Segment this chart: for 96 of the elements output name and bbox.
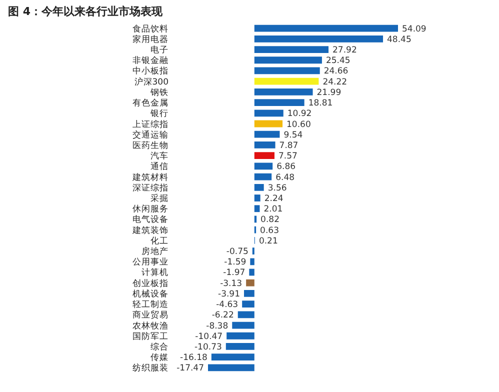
y-tick-label: 化工: [150, 235, 168, 246]
bar: [254, 67, 320, 74]
data-label: 0.63: [260, 226, 279, 236]
bar: [208, 364, 254, 372]
data-label: 24.22: [322, 77, 348, 88]
bar: [254, 99, 304, 106]
y-tick-label: 电气设备: [132, 214, 168, 226]
bar: [254, 152, 274, 160]
y-tick-label: 家用电器: [132, 34, 168, 45]
bar: [254, 173, 272, 180]
y-tick-label: 计算机: [142, 267, 168, 278]
y-tick-label: 建筑装饰: [132, 224, 168, 236]
bar: [249, 268, 254, 276]
data-label: -1.97: [223, 268, 246, 278]
bar: [244, 290, 254, 297]
data-label: 3.56: [268, 183, 287, 194]
y-tick-label: 公用事业: [132, 256, 168, 268]
data-label: -10.73: [194, 342, 222, 352]
data-label: -17.47: [176, 364, 204, 374]
bar: [254, 78, 319, 85]
data-label: 0.21: [258, 236, 278, 246]
data-label: 27.92: [332, 46, 357, 56]
y-tick-label: 上证综指: [132, 118, 168, 130]
y-tick-label: 中小板指: [132, 66, 168, 77]
data-label: 0.82: [260, 215, 280, 226]
data-label: 48.45: [387, 34, 412, 45]
y-tick-label: 轻工制造: [132, 299, 168, 310]
data-label: -4.63: [216, 300, 238, 310]
bar: [254, 56, 322, 64]
bar: [254, 194, 260, 202]
bar: [226, 343, 254, 350]
y-tick-label: 交通运输: [132, 129, 168, 140]
bar: [254, 88, 313, 96]
data-label: 7.57: [278, 152, 298, 162]
bar: [254, 205, 260, 212]
data-label: 9.54: [284, 130, 303, 140]
data-label: -10.47: [195, 332, 223, 342]
bar: [238, 311, 254, 318]
bar: [246, 279, 254, 286]
data-label: 7.87: [279, 140, 298, 151]
data-label: 10.60: [286, 120, 311, 130]
text: 图 4：今年以来各行业市场表现: [8, 5, 164, 18]
data-label: 21.99: [316, 88, 342, 98]
bar: [232, 322, 254, 329]
y-tick-label: 通信: [150, 161, 168, 172]
data-label: -16.18: [180, 353, 208, 364]
bar: [242, 300, 254, 308]
data-label: 24.66: [324, 66, 348, 77]
bar: [211, 354, 254, 361]
data-label: -6.22: [212, 310, 234, 321]
bar: [254, 120, 283, 128]
data-label: 54.09: [402, 24, 426, 34]
data-label: -3.13: [220, 278, 242, 289]
data-label: 2.01: [264, 204, 283, 215]
y-tick-label: 机械设备: [132, 288, 168, 300]
data-label: -1.59: [224, 258, 246, 268]
bar: [254, 46, 329, 53]
data-label: 18.81: [308, 98, 333, 109]
y-tick-label: 商业贸易: [132, 310, 168, 321]
data-label: 6.48: [276, 172, 295, 183]
bar: [254, 110, 284, 117]
y-tick-label: 纺织服装: [132, 362, 168, 374]
y-tick-label: 银行: [150, 108, 168, 120]
bar: [254, 35, 384, 42]
y-tick-label: 有色金属: [132, 98, 168, 109]
y-tick-label: 采掘: [150, 193, 168, 204]
bar: [226, 332, 254, 340]
y-tick-label: 汽车: [150, 150, 168, 162]
data-label: 2.24: [264, 194, 284, 204]
bar: [254, 184, 264, 191]
y-tick-label: 传媒: [150, 352, 168, 364]
bar: [254, 162, 273, 170]
y-tick-label: 休闲服务: [132, 204, 168, 215]
bar: [250, 258, 254, 266]
data-label: 10.92: [287, 109, 312, 120]
data-label: -3.91: [218, 289, 240, 300]
data-label: 6.86: [276, 162, 296, 172]
y-tick-label: 医药生物: [132, 140, 168, 151]
y-tick-label: 沪深300: [134, 76, 168, 88]
bar: [254, 142, 276, 148]
y-tick-label: 建筑材料: [132, 172, 168, 183]
bar: [254, 24, 398, 32]
y-tick-label: 综合: [150, 341, 168, 352]
y-tick-label: 农林牧渔: [132, 320, 168, 332]
data-label: 25.45: [326, 56, 350, 66]
bar: [254, 130, 280, 138]
y-tick-label: 食品饮料: [132, 23, 168, 34]
data-label: -8.38: [206, 321, 228, 332]
y-tick-label: 深证综指: [132, 182, 168, 194]
y-tick-label: 钢铁: [150, 86, 168, 98]
y-tick-label: 国防军工: [132, 330, 168, 342]
data-label: -0.75: [226, 247, 248, 258]
y-tick-label: 电子: [150, 44, 168, 56]
y-tick-label: 非银金融: [132, 55, 168, 66]
y-tick-label: 房地产: [142, 246, 168, 258]
y-tick-label: 创业板指: [132, 278, 168, 289]
